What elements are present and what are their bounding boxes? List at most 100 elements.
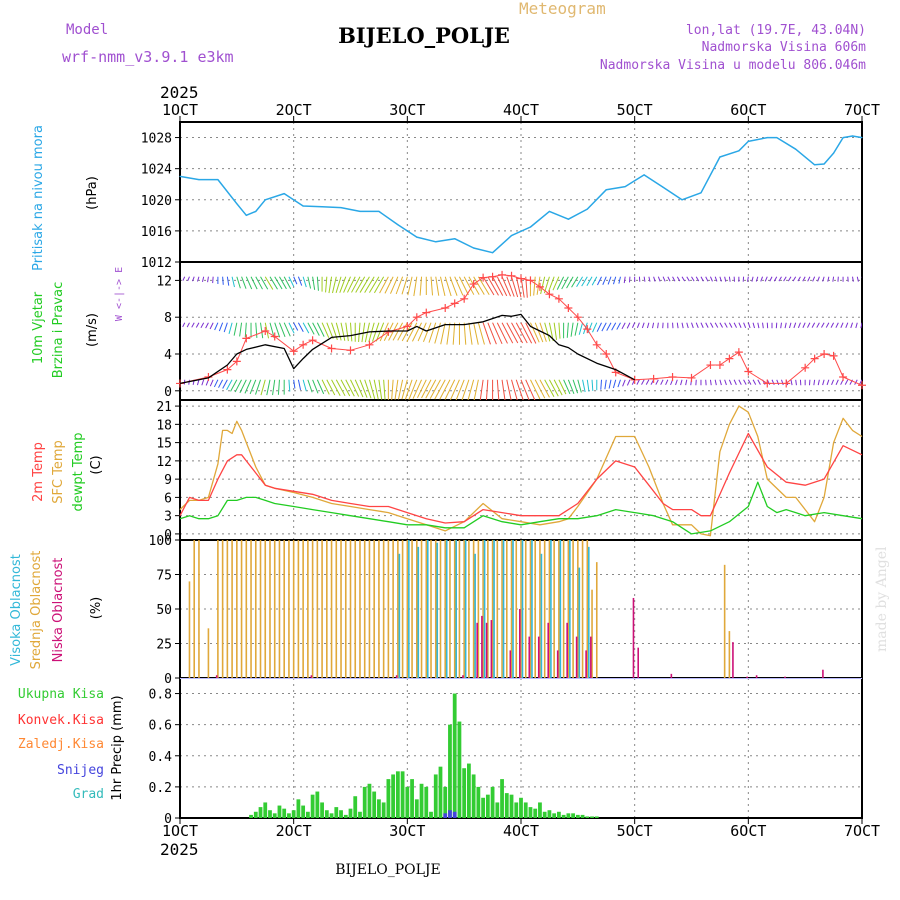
wind-arrow bbox=[325, 276, 328, 293]
wind-arrow bbox=[755, 276, 759, 282]
gust-marker bbox=[204, 373, 213, 381]
wind-arrow bbox=[652, 322, 655, 329]
wind-arrow bbox=[709, 379, 712, 386]
wind-arrow bbox=[709, 276, 713, 282]
wind-arrow bbox=[695, 276, 700, 282]
wind-arrow bbox=[339, 276, 347, 293]
wind-arrow bbox=[641, 322, 645, 329]
wind-arrow bbox=[255, 322, 258, 338]
wind-arrow bbox=[321, 379, 330, 395]
wind-arrow bbox=[525, 276, 528, 298]
wind-arrow bbox=[530, 379, 541, 400]
credit-watermark: made by Angel bbox=[874, 546, 890, 652]
gust-marker bbox=[820, 350, 829, 358]
wind-arrow bbox=[272, 379, 276, 396]
wind-arrow bbox=[274, 276, 283, 290]
wind-arrow bbox=[776, 379, 780, 386]
panel-frame bbox=[179, 399, 863, 541]
pressure-point bbox=[359, 210, 361, 213]
wind-arrow bbox=[747, 379, 752, 385]
total-precip-bar bbox=[391, 774, 396, 818]
wind-arrow bbox=[751, 276, 754, 282]
wind-arrow bbox=[487, 276, 499, 296]
gust-marker bbox=[517, 274, 525, 283]
model-altitude-info: Nadmorska Visina u modelu 806.046m bbox=[600, 58, 866, 73]
wind-arrow bbox=[840, 322, 844, 328]
wind-arrow bbox=[540, 276, 546, 295]
wind-arrow bbox=[419, 276, 423, 296]
wind-arrow bbox=[665, 379, 669, 385]
wind-arrow bbox=[822, 379, 825, 386]
wind-arrow bbox=[302, 276, 307, 288]
wind-arrow bbox=[787, 276, 792, 282]
wind-arrow bbox=[307, 379, 313, 393]
wind-arrow bbox=[680, 379, 683, 386]
wind-arrow bbox=[780, 322, 782, 329]
total-precip-bar bbox=[367, 783, 372, 818]
pressure-line bbox=[179, 135, 863, 254]
wind-arrow bbox=[279, 276, 287, 290]
total-precip-bar bbox=[504, 793, 509, 818]
dewpoint-line bbox=[179, 481, 863, 535]
wind-arrow bbox=[623, 276, 626, 284]
y-tick-label: 1020 bbox=[141, 194, 172, 209]
wind-arrow bbox=[446, 322, 451, 345]
wind-arrow bbox=[196, 276, 200, 282]
wind-arrow bbox=[297, 322, 304, 333]
wind-arrow bbox=[468, 322, 473, 345]
wind-arrow bbox=[695, 322, 699, 329]
total-precip-bar bbox=[263, 802, 268, 818]
total-precip-bar bbox=[291, 810, 296, 818]
wind-arrow bbox=[586, 276, 593, 286]
wind-arrow bbox=[566, 276, 574, 289]
y-tick-label: 100 bbox=[149, 534, 172, 549]
total-precip-bar bbox=[348, 808, 353, 818]
y-tick-label: 50 bbox=[156, 603, 172, 618]
wind-arrow bbox=[269, 276, 278, 290]
wind-arrow bbox=[691, 322, 694, 329]
wind-arrow bbox=[686, 276, 690, 282]
wind-arrow bbox=[278, 322, 286, 337]
total-precip-bar bbox=[377, 799, 381, 818]
y-tick-label: 18 bbox=[156, 418, 172, 433]
wind-arrow bbox=[501, 276, 512, 297]
y-tick-label: 8 bbox=[164, 311, 172, 326]
gust-marker bbox=[507, 271, 516, 280]
wind-arrow bbox=[397, 379, 404, 400]
pressure-point bbox=[851, 135, 854, 137]
wind-arrow bbox=[602, 276, 607, 285]
wind-arrow bbox=[850, 322, 854, 329]
gust-marker bbox=[668, 373, 677, 381]
gust-marker bbox=[299, 340, 308, 349]
y-tick-label: 3 bbox=[164, 510, 172, 525]
x-tick-label-top: 4OCT bbox=[503, 101, 539, 119]
wind-arrow bbox=[807, 276, 811, 282]
gust-marker bbox=[384, 327, 393, 336]
pressure-point bbox=[832, 152, 835, 154]
wind-arrow bbox=[607, 276, 612, 285]
gust-marker bbox=[270, 332, 279, 341]
wind-arrow bbox=[852, 276, 854, 282]
wind-arrow bbox=[401, 276, 408, 295]
wind-arrow bbox=[636, 322, 640, 329]
wind-arrow bbox=[660, 379, 664, 385]
y-tick-label: 1028 bbox=[141, 132, 172, 147]
wind-arrow bbox=[413, 276, 418, 297]
wind-arrow bbox=[449, 276, 458, 296]
wind-arrow bbox=[617, 379, 621, 388]
wind-arrow bbox=[506, 322, 519, 344]
wind-arrow bbox=[321, 322, 330, 338]
wind-arrow bbox=[534, 322, 544, 343]
wind-arrow bbox=[316, 379, 325, 395]
y-tick-label: 0 bbox=[164, 385, 172, 400]
pressure-point bbox=[491, 252, 494, 254]
wind-arrow bbox=[231, 276, 235, 288]
wind-arrow bbox=[369, 276, 380, 293]
wind-arrow bbox=[700, 276, 704, 282]
year-top: 2025 bbox=[160, 83, 199, 102]
wind-arrow bbox=[586, 379, 590, 392]
gust-marker bbox=[782, 379, 791, 388]
y-tick-label: 0.6 bbox=[149, 719, 172, 734]
wind-arrow bbox=[407, 276, 413, 296]
wind-arrow bbox=[293, 322, 299, 331]
